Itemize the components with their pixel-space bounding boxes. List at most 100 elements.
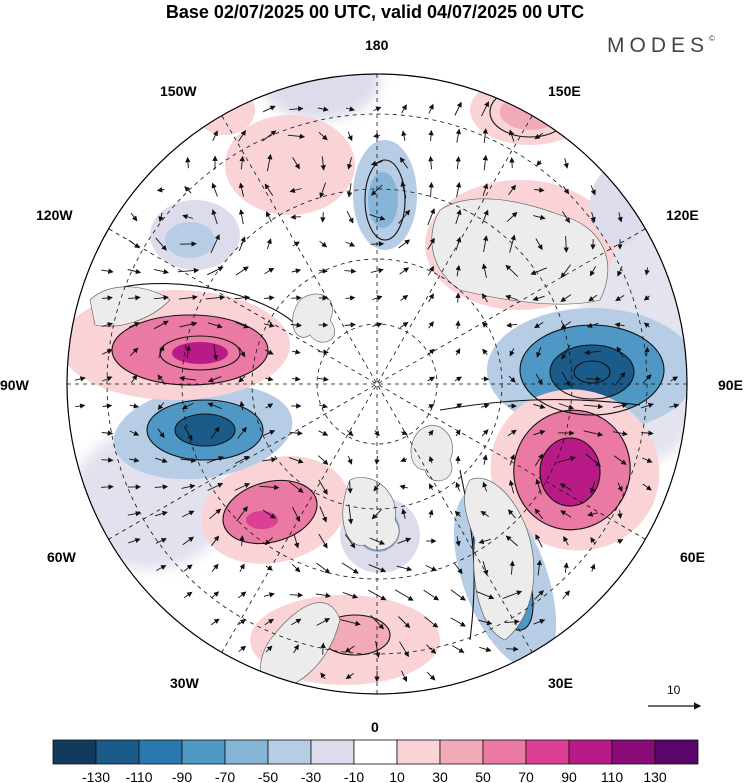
lon-label-60w: 60W (47, 549, 76, 565)
wind-vector (344, 645, 355, 653)
wind-vector (259, 484, 280, 491)
colorbar-tick-label: 110 (601, 769, 624, 783)
colorbar-swatch (568, 739, 613, 765)
wind-vector (562, 590, 570, 600)
wind-vector (561, 344, 571, 360)
wind-vector (452, 645, 465, 653)
wind-vector (450, 617, 466, 627)
wind-vector (530, 267, 547, 275)
colorbar-swatch (310, 739, 355, 765)
wind-vector (617, 266, 623, 277)
wind-vector (612, 430, 628, 437)
wind-vector (535, 534, 543, 548)
wind-vector (181, 402, 194, 410)
wind-vector (262, 105, 276, 113)
wind-vector (643, 322, 650, 328)
wind-vector (534, 132, 544, 140)
wind-vector (455, 292, 461, 303)
wind-vector (158, 212, 164, 223)
wind-vector (397, 537, 412, 544)
wind-vector (534, 508, 544, 520)
wind-vector (428, 155, 434, 170)
wind-vector (264, 618, 274, 626)
wind-vector (398, 209, 411, 224)
wind-vector (401, 130, 407, 141)
wind-vector (563, 157, 569, 169)
wind-vector (509, 453, 515, 466)
wind-vector (207, 376, 222, 383)
wind-vector (615, 295, 625, 302)
colorbar-tick-label: -110 (126, 769, 153, 783)
wind-vector (289, 187, 302, 193)
wind-vector (347, 157, 353, 170)
wind-vector (370, 241, 385, 247)
wind-vector (102, 403, 113, 409)
wind-vector (401, 508, 407, 519)
wind-vector (560, 510, 572, 518)
wind-vector (560, 264, 571, 279)
wind-vector (534, 321, 544, 329)
wind-vector (318, 106, 329, 112)
wind-vector (264, 295, 275, 301)
wind-vector (319, 506, 327, 523)
wind-vector (156, 187, 165, 193)
wind-vector (236, 506, 248, 522)
wind-vector (480, 510, 490, 517)
wind-vector (153, 268, 169, 275)
wind-vector (264, 537, 274, 546)
wind-vector (238, 619, 246, 625)
wind-vector (263, 592, 275, 598)
wind-vector (372, 295, 383, 301)
wind-vector (344, 322, 356, 328)
wind-vector (613, 402, 628, 409)
wind-vector (289, 592, 304, 598)
wind-vector (587, 511, 599, 517)
wind-vector (239, 535, 245, 546)
wind-vector (239, 563, 245, 573)
wind-vector (291, 295, 302, 301)
wind-vector (534, 187, 545, 193)
colorbar-tick-label: -10 (344, 769, 364, 783)
wind-vector (158, 345, 165, 359)
wind-vector (535, 373, 543, 385)
wind-vector (455, 536, 461, 547)
wind-vector (454, 510, 462, 517)
wind-vector (532, 295, 545, 301)
wind-vector (509, 234, 516, 253)
wind-vector (237, 426, 247, 439)
wind-vector (128, 322, 140, 328)
lon-label-30e: 30E (548, 675, 573, 691)
wind-vector (182, 536, 195, 546)
wind-vector (238, 209, 245, 225)
wind-vector (129, 347, 139, 357)
wind-vector (481, 321, 488, 328)
wind-vector (179, 321, 198, 328)
wind-vector (265, 565, 273, 571)
wind-vector (642, 483, 652, 491)
wind-vector (264, 267, 275, 275)
wind-vector (238, 182, 245, 197)
wind-vector (262, 509, 276, 519)
wind-vector (316, 618, 331, 626)
wind-vector (455, 429, 461, 437)
wind-vector (210, 234, 220, 254)
wind-vector (428, 265, 435, 276)
wind-vector (101, 295, 113, 301)
wind-vector (101, 430, 114, 436)
wind-vector (318, 403, 328, 409)
colorbar-tick-label: 50 (475, 769, 491, 783)
wind-vector (238, 130, 246, 142)
wind-vector (262, 457, 277, 463)
wind-vector (563, 235, 569, 253)
wind-vector (210, 426, 220, 440)
wind-vector (291, 618, 302, 626)
wind-vector (339, 619, 361, 626)
wind-vector (185, 156, 191, 169)
wind-vector (128, 295, 141, 301)
wind-vector (455, 320, 461, 329)
wind-vector (563, 186, 570, 195)
colorbar-swatch (525, 739, 570, 765)
wind-vector (613, 455, 627, 465)
wind-vector (315, 592, 331, 599)
wind-vector (508, 129, 515, 142)
